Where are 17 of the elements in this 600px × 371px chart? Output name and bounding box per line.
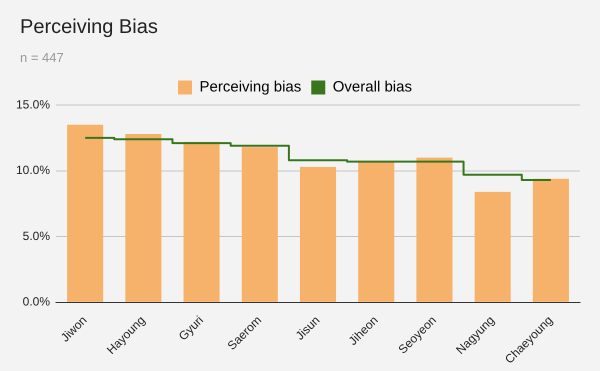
legend-label: Overall bias xyxy=(332,78,412,96)
legend-label: Perceiving bias xyxy=(200,78,302,96)
bar xyxy=(184,142,220,302)
bar xyxy=(300,166,336,302)
bar xyxy=(67,124,104,302)
y-tick-label: 0.0% xyxy=(22,294,50,309)
bar xyxy=(125,134,162,302)
bar xyxy=(242,147,278,302)
bar xyxy=(532,178,569,302)
y-tick-label: 10.0% xyxy=(16,163,50,178)
chart-title: Perceiving Bias xyxy=(20,16,158,39)
y-tick-label: 15.0% xyxy=(16,97,50,112)
bar xyxy=(416,158,452,302)
bar xyxy=(358,162,394,302)
bar xyxy=(474,192,511,302)
y-tick-label: 5.0% xyxy=(22,228,50,243)
chart-subtitle: n = 447 xyxy=(20,50,64,65)
